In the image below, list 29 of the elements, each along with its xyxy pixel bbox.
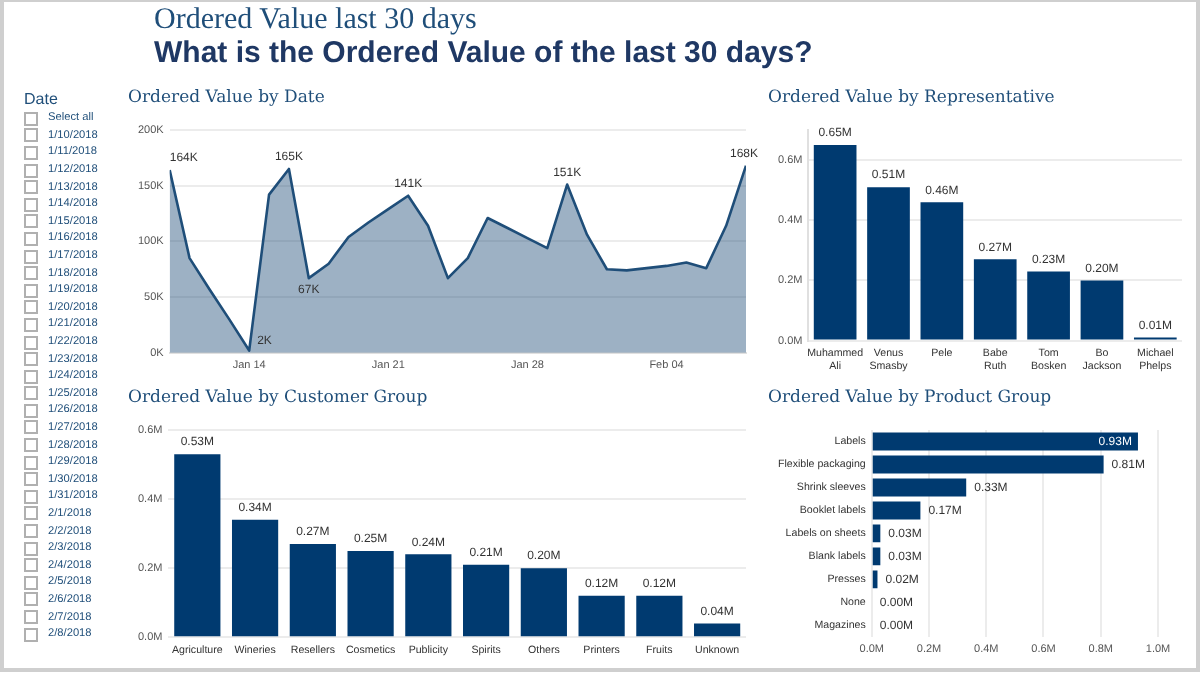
- text: Ordered Value last 30 days: [154, 4, 479, 36]
- chart-title: Ordered Value by Representative: [768, 86, 1057, 110]
- bar: [636, 595, 683, 637]
- bar: [694, 623, 741, 637]
- bar: [463, 564, 510, 637]
- bar: [174, 454, 221, 637]
- bar: [920, 202, 964, 340]
- chart-title: Ordered Value by Customer Group: [128, 386, 430, 410]
- bar: [867, 187, 910, 340]
- bar: [578, 595, 625, 637]
- bar: [973, 259, 1017, 340]
- bar: [1080, 280, 1124, 340]
- text: What is the Ordered Value of the last 30 days?: [154, 36, 815, 70]
- bar: [1027, 271, 1070, 340]
- bar: [872, 547, 881, 566]
- chart-title: Ordered Value by Date: [128, 86, 327, 110]
- bar: [813, 145, 857, 340]
- bar: [872, 501, 921, 520]
- bar: [520, 568, 567, 637]
- text: Date: [24, 90, 60, 110]
- bar: [872, 524, 881, 543]
- bar: [347, 550, 394, 637]
- bar: [872, 455, 1104, 474]
- bar: [231, 519, 279, 637]
- bar: [872, 478, 967, 497]
- chart-title: Ordered Value by Product Group: [768, 386, 1054, 410]
- bar: [405, 554, 452, 637]
- bar: [289, 544, 336, 637]
- bar: [872, 432, 1138, 451]
